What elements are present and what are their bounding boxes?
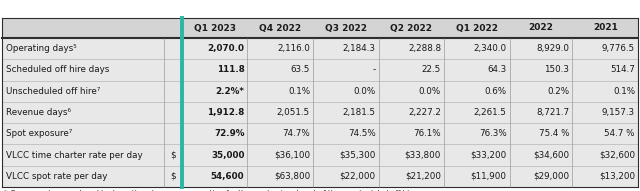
Text: $: $: [170, 172, 176, 181]
Text: 2,261.5: 2,261.5: [474, 108, 506, 117]
Text: 2,340.0: 2,340.0: [474, 44, 506, 53]
Text: 0.1%: 0.1%: [288, 87, 310, 96]
Bar: [2, 166, 638, 187]
Text: $22,000: $22,000: [339, 172, 376, 181]
Text: VLCC spot rate per day: VLCC spot rate per day: [6, 172, 108, 181]
Text: 0.0%: 0.0%: [353, 87, 376, 96]
Text: 35,000: 35,000: [211, 151, 244, 159]
Text: 72.9%: 72.9%: [214, 129, 244, 138]
Bar: [2, 18, 638, 38]
Text: 514.7: 514.7: [610, 66, 635, 74]
Text: 76.1%: 76.1%: [413, 129, 441, 138]
Text: Unscheduled off hire⁷: Unscheduled off hire⁷: [6, 87, 100, 96]
Bar: [2, 102, 638, 123]
Text: $32,600: $32,600: [599, 151, 635, 159]
Text: Q2 2022: Q2 2022: [390, 23, 432, 32]
Text: $21,200: $21,200: [405, 172, 441, 181]
Text: 2,070.0: 2,070.0: [207, 44, 244, 53]
Text: Q4 2022: Q4 2022: [259, 23, 301, 32]
Text: $35,300: $35,300: [339, 151, 376, 159]
Bar: [2, 144, 638, 166]
Text: * One vessel encountered bad weather damage, accounting for the predominant part: * One vessel encountered bad weather dam…: [4, 190, 419, 191]
Text: 2,051.5: 2,051.5: [277, 108, 310, 117]
Text: VLCC time charter rate per day: VLCC time charter rate per day: [6, 151, 143, 159]
Text: $29,000: $29,000: [533, 172, 570, 181]
Text: 2.2%*: 2.2%*: [216, 87, 244, 96]
Text: 22.5: 22.5: [422, 66, 441, 74]
Text: $13,200: $13,200: [599, 172, 635, 181]
Text: $33,800: $33,800: [404, 151, 441, 159]
Text: 1,912.8: 1,912.8: [207, 108, 244, 117]
Text: Revenue days⁶: Revenue days⁶: [6, 108, 71, 117]
Text: 0.1%: 0.1%: [613, 87, 635, 96]
Text: -: -: [372, 66, 376, 74]
Text: 9,157.3: 9,157.3: [602, 108, 635, 117]
Bar: [2, 38, 638, 59]
Text: Q1 2022: Q1 2022: [456, 23, 498, 32]
Text: $36,100: $36,100: [274, 151, 310, 159]
Text: 74.7%: 74.7%: [282, 129, 310, 138]
Text: $: $: [170, 151, 176, 159]
Text: 2,227.2: 2,227.2: [408, 108, 441, 117]
Text: $63,800: $63,800: [274, 172, 310, 181]
Text: 0.2%: 0.2%: [547, 87, 570, 96]
Text: 74.5%: 74.5%: [348, 129, 376, 138]
Text: 9,776.5: 9,776.5: [602, 44, 635, 53]
Text: 2,116.0: 2,116.0: [277, 44, 310, 53]
Text: 75.4 %: 75.4 %: [539, 129, 570, 138]
Text: 2,288.8: 2,288.8: [408, 44, 441, 53]
Text: 54,600: 54,600: [211, 172, 244, 181]
Text: 2022: 2022: [529, 23, 554, 32]
Text: 76.3%: 76.3%: [479, 129, 506, 138]
Text: 8,721.7: 8,721.7: [536, 108, 570, 117]
Text: 0.0%: 0.0%: [419, 87, 441, 96]
Bar: [2, 81, 638, 102]
Text: $33,200: $33,200: [470, 151, 506, 159]
Text: 111.8: 111.8: [217, 66, 244, 74]
Text: 2,181.5: 2,181.5: [342, 108, 376, 117]
Text: 64.3: 64.3: [487, 66, 506, 74]
Text: Operating days⁵: Operating days⁵: [6, 44, 77, 53]
Bar: [2, 123, 638, 144]
Text: $11,900: $11,900: [470, 172, 506, 181]
Text: 63.5: 63.5: [291, 66, 310, 74]
Text: 2,184.3: 2,184.3: [342, 44, 376, 53]
Text: 150.3: 150.3: [545, 66, 570, 74]
Text: Q1 2023: Q1 2023: [194, 23, 236, 32]
Text: Scheduled off hire days: Scheduled off hire days: [6, 66, 109, 74]
Bar: [2, 59, 638, 81]
Text: 0.6%: 0.6%: [484, 87, 506, 96]
Text: Q3 2022: Q3 2022: [324, 23, 367, 32]
Text: 54.7 %: 54.7 %: [605, 129, 635, 138]
Text: $34,600: $34,600: [533, 151, 570, 159]
Text: 8,929.0: 8,929.0: [536, 44, 570, 53]
Text: Spot exposure⁷: Spot exposure⁷: [6, 129, 72, 138]
Text: 2021: 2021: [593, 23, 618, 32]
